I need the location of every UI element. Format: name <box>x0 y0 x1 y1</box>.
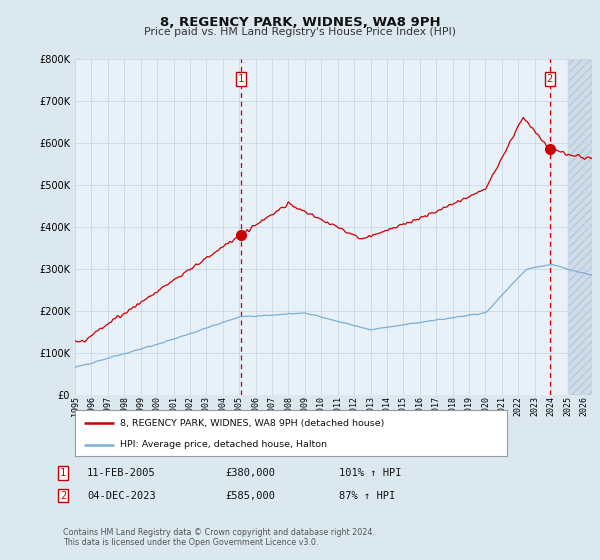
Text: 2: 2 <box>60 491 66 501</box>
Text: Price paid vs. HM Land Registry's House Price Index (HPI): Price paid vs. HM Land Registry's House … <box>144 27 456 37</box>
Text: 1: 1 <box>60 468 66 478</box>
Text: £380,000: £380,000 <box>225 468 275 478</box>
Text: 8, REGENCY PARK, WIDNES, WA8 9PH (detached house): 8, REGENCY PARK, WIDNES, WA8 9PH (detach… <box>121 419 385 428</box>
Text: 04-DEC-2023: 04-DEC-2023 <box>87 491 156 501</box>
Text: £585,000: £585,000 <box>225 491 275 501</box>
Text: 2: 2 <box>547 74 553 84</box>
Text: 87% ↑ HPI: 87% ↑ HPI <box>339 491 395 501</box>
Text: HPI: Average price, detached house, Halton: HPI: Average price, detached house, Halt… <box>121 440 328 450</box>
Text: Contains HM Land Registry data © Crown copyright and database right 2024.
This d: Contains HM Land Registry data © Crown c… <box>63 528 375 547</box>
Text: 1: 1 <box>238 74 244 84</box>
Bar <box>568 59 592 395</box>
Text: 101% ↑ HPI: 101% ↑ HPI <box>339 468 401 478</box>
Text: 11-FEB-2005: 11-FEB-2005 <box>87 468 156 478</box>
Bar <box>568 59 592 395</box>
Text: 8, REGENCY PARK, WIDNES, WA8 9PH: 8, REGENCY PARK, WIDNES, WA8 9PH <box>160 16 440 29</box>
